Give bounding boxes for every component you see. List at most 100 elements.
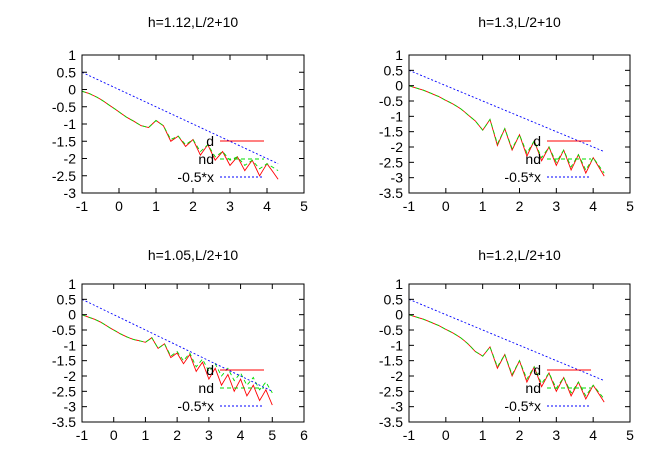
- y-tick-label: 1: [395, 47, 403, 63]
- chart-title: h=1.12,L/2+10: [148, 14, 239, 30]
- y-tick-label: -3.5: [379, 185, 403, 201]
- chart-2: h=1.3,L/2+10-1 0 1 2 3 4 510.50-0.5-1-1.5-2-2.…: [379, 14, 634, 214]
- y-tick-label: 1: [68, 276, 76, 292]
- x-tick-label: 0: [115, 198, 123, 214]
- x-tick-label: 4: [263, 198, 271, 214]
- y-tick-label: -2: [64, 368, 77, 384]
- x-tick-label: -1: [403, 427, 416, 443]
- y-tick-label: 1: [395, 276, 403, 292]
- series-line-nd: [81, 90, 279, 171]
- y-tick-label: -1: [64, 116, 77, 132]
- chart-title: h=1.3,L/2+10: [478, 14, 561, 30]
- x-tick-label: -1: [76, 427, 89, 443]
- x-tick-label: 4: [589, 427, 597, 443]
- x-tick-label: 1: [479, 427, 487, 443]
- x-tick-label: 1: [152, 198, 160, 214]
- y-tick-label: -3: [391, 399, 404, 415]
- series-group: [81, 71, 279, 180]
- legend-label: -0.5*x: [177, 398, 214, 414]
- y-tick-label: -3: [64, 399, 77, 415]
- legend-label: d: [206, 362, 214, 378]
- legend-label: -0.5*x: [177, 169, 214, 185]
- legend-label: nd: [525, 380, 541, 396]
- x-tick-label: 3: [552, 427, 560, 443]
- y-tick-label: -3: [64, 185, 77, 201]
- series-line-05x: [81, 71, 279, 165]
- chart-4: h=1.2,L/2+10-1 0 1 2 3 4 510.50-0.5-1-1.5-2-2.…: [379, 247, 634, 443]
- y-tick-label: -3.5: [379, 414, 403, 430]
- x-tick-label: 4: [589, 198, 597, 214]
- x-tick-label: 0: [442, 427, 450, 443]
- series-line-nd: [408, 85, 605, 174]
- x-tick-label: 4: [237, 427, 245, 443]
- legend-label: -0.5*x: [504, 398, 541, 414]
- y-tick-label: -1: [391, 337, 404, 353]
- x-tick-label: 5: [626, 198, 634, 214]
- y-tick-label: -2: [64, 151, 77, 167]
- y-tick-label: -1.5: [52, 133, 76, 149]
- series-line-d: [408, 85, 605, 177]
- y-tick-label: -2.5: [379, 383, 403, 399]
- x-tick-label: 5: [268, 427, 276, 443]
- y-tick-label: -1.5: [379, 124, 403, 140]
- y-tick-label: -1.5: [379, 353, 403, 369]
- y-tick-label: -1.5: [52, 353, 76, 369]
- y-tick-label: -1: [64, 337, 77, 353]
- y-tick-label: 0.5: [57, 291, 77, 307]
- y-tick-label: -2.5: [52, 383, 76, 399]
- y-tick-label: -2.5: [379, 154, 403, 170]
- legend-label: -0.5*x: [504, 169, 541, 185]
- x-tick-label: 3: [552, 198, 560, 214]
- y-tick-label: -0.5: [52, 322, 76, 338]
- legend-label: d: [533, 362, 541, 378]
- x-tick-label: 2: [173, 427, 181, 443]
- legend-label: d: [206, 133, 214, 149]
- y-tick-label: 0.5: [384, 62, 404, 78]
- legend-label: nd: [525, 151, 541, 167]
- x-tick-label: -1: [76, 198, 89, 214]
- series-line-d: [408, 314, 605, 403]
- series-group: [81, 298, 273, 406]
- legend-label: d: [533, 133, 541, 149]
- y-tick-label: -0.5: [379, 93, 403, 109]
- x-tick-label: 1: [142, 427, 150, 443]
- x-tick-label: 3: [226, 198, 234, 214]
- x-tick-label: 5: [300, 198, 308, 214]
- series-line-nd: [81, 314, 273, 394]
- x-tick-label: 6: [300, 427, 308, 443]
- y-tick-label: 0: [395, 78, 403, 94]
- series-line-d: [81, 90, 279, 180]
- x-tick-label: 5: [626, 427, 634, 443]
- series-group: [408, 298, 605, 403]
- legend-label: nd: [198, 380, 214, 396]
- x-tick-label: 0: [442, 198, 450, 214]
- y-tick-label: -0.5: [52, 99, 76, 115]
- chart-title: h=1.05,L/2+10: [148, 247, 239, 263]
- x-tick-label: 3: [205, 427, 213, 443]
- y-tick-label: -3: [391, 170, 404, 186]
- x-tick-label: 2: [189, 198, 197, 214]
- x-tick-label: 0: [110, 427, 118, 443]
- x-tick-label: 1: [479, 198, 487, 214]
- y-tick-label: 0: [68, 307, 76, 323]
- y-tick-label: -2.5: [52, 168, 76, 184]
- plot-frame: [81, 283, 305, 423]
- y-tick-label: -2: [391, 368, 404, 384]
- series-group: [408, 69, 605, 177]
- x-tick-label: 2: [516, 427, 524, 443]
- series-line-05x: [408, 298, 605, 382]
- y-tick-label: 0: [395, 307, 403, 323]
- y-tick-label: 0: [68, 82, 76, 98]
- y-tick-label: -1: [391, 108, 404, 124]
- chart-1: h=1.12,L/2+10-1 0 1 2 3 4 510.50-0.5-1-1.5-2-2…: [52, 14, 308, 214]
- legend-label: nd: [198, 151, 214, 167]
- chart-3: h=1.05,L/2+10-1 0 1 2 3 4 5 610.50-0.5-1-1.5-2-…: [52, 247, 308, 443]
- y-tick-label: 1: [68, 47, 76, 63]
- y-tick-label: -2: [391, 139, 404, 155]
- y-tick-label: 0.5: [384, 291, 404, 307]
- series-line-05x: [408, 69, 605, 153]
- y-tick-label: -0.5: [379, 322, 403, 338]
- y-tick-label: -3.5: [52, 414, 76, 430]
- chart-title: h=1.2,L/2+10: [478, 247, 561, 263]
